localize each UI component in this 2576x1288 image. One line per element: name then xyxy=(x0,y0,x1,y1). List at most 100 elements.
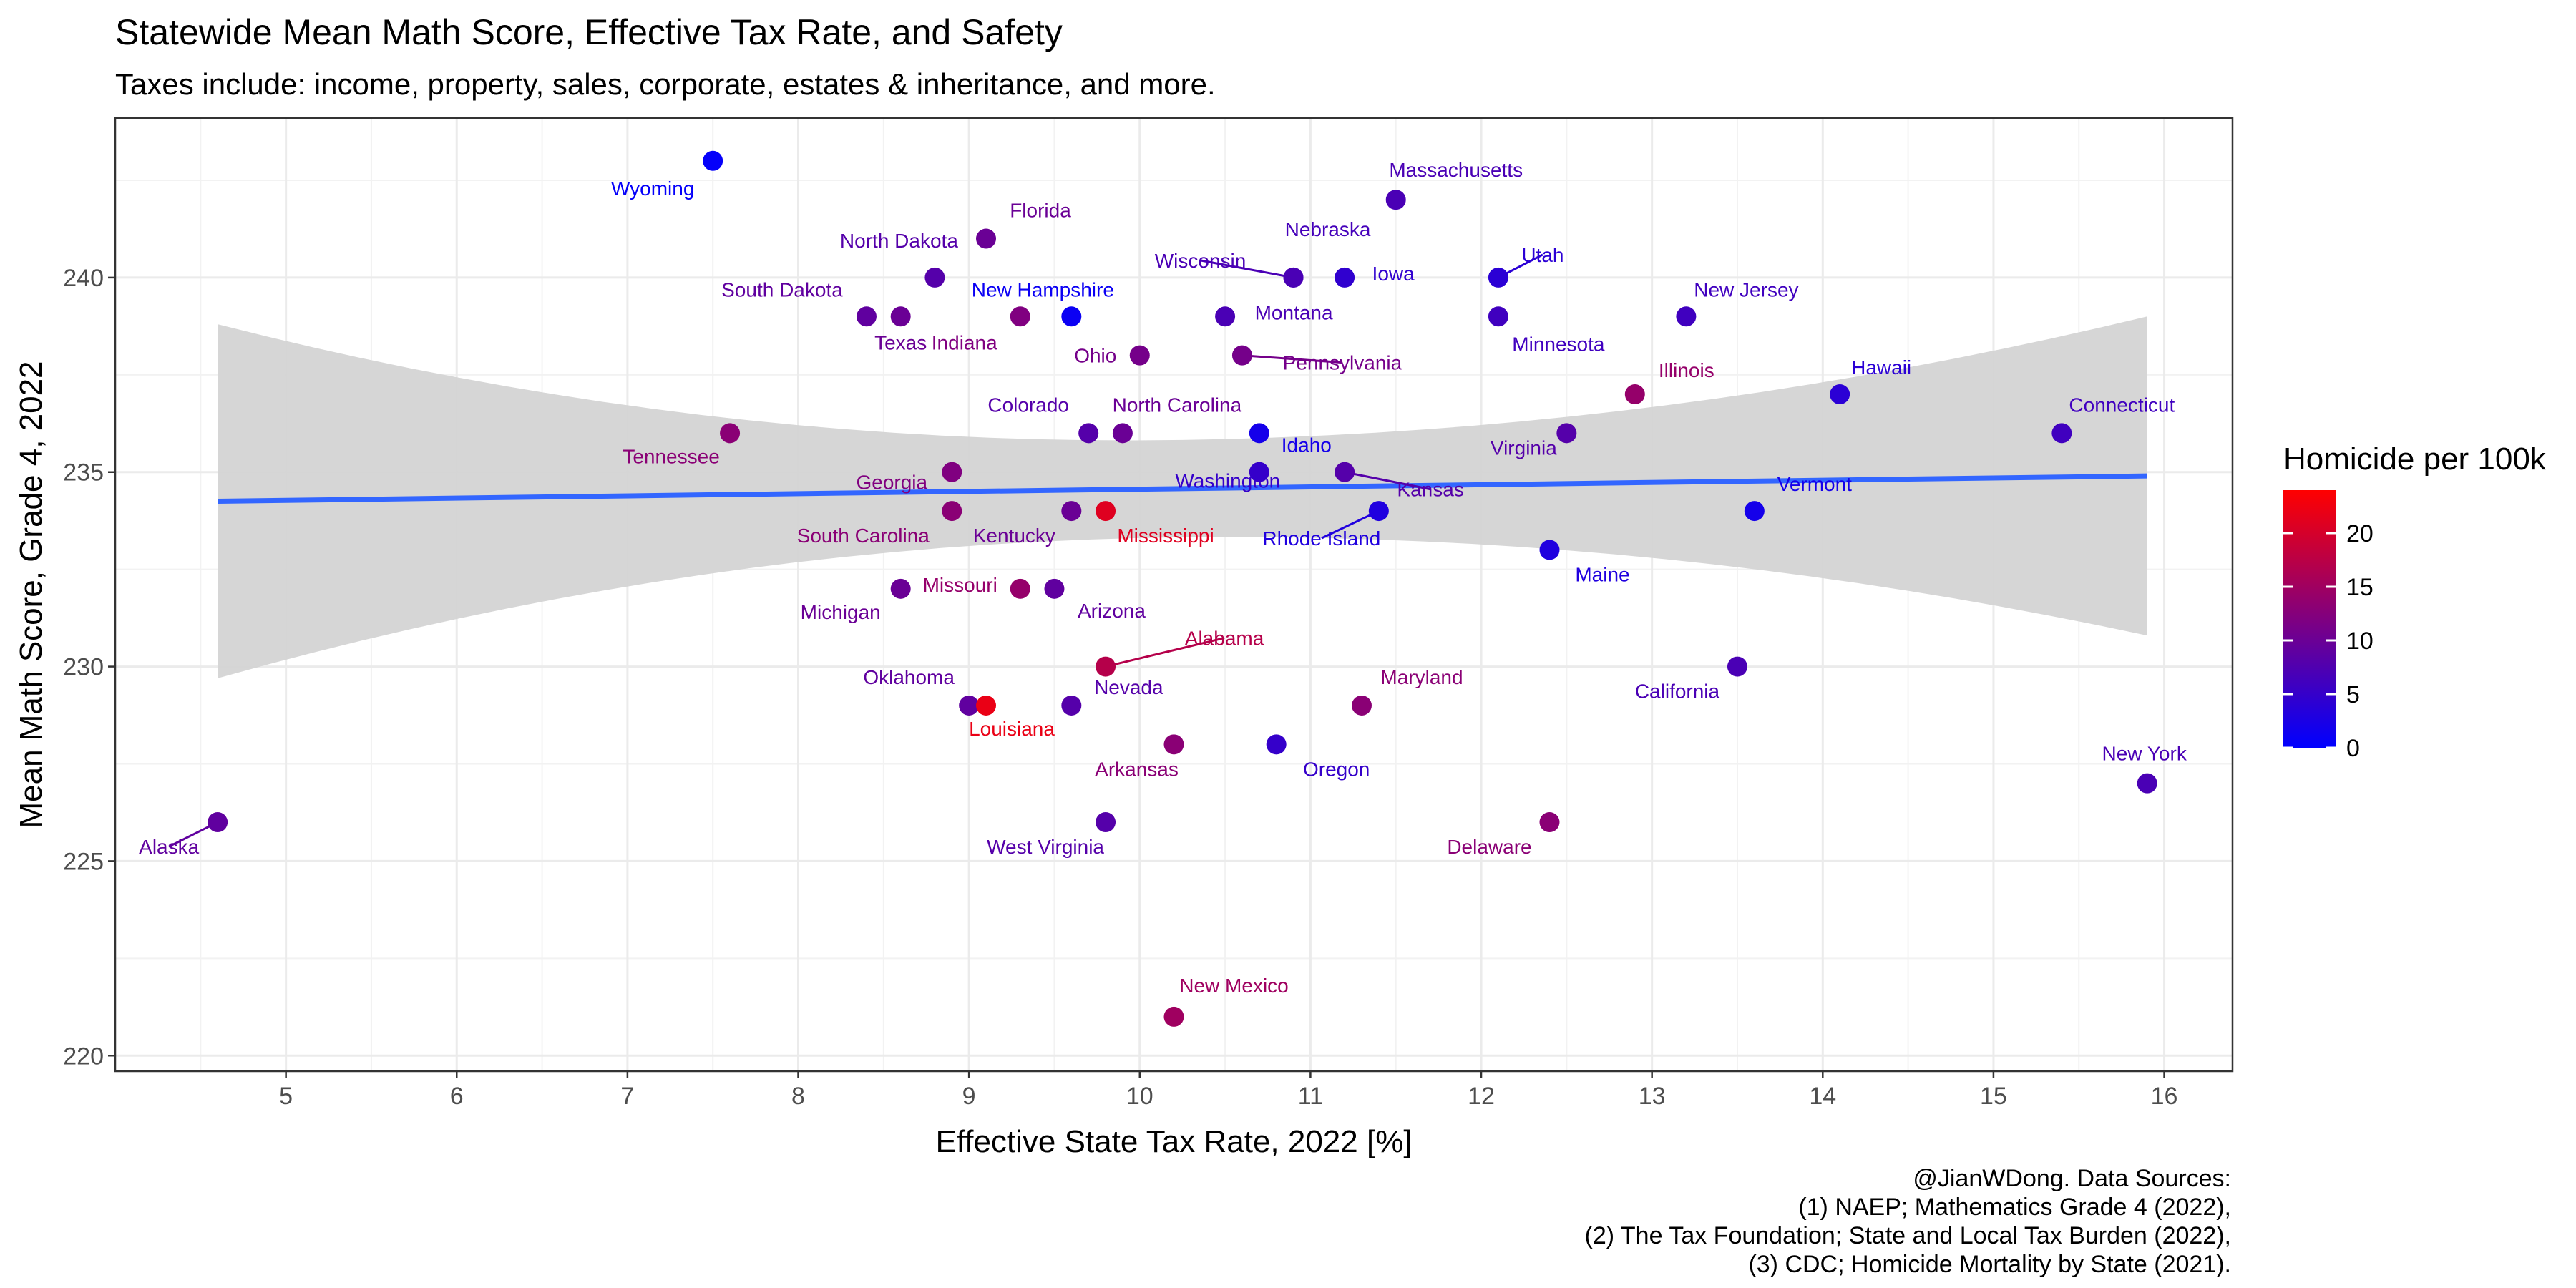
label-missouri: Missouri xyxy=(923,574,997,596)
point-south-carolina xyxy=(942,501,962,522)
point-wyoming xyxy=(703,150,723,171)
point-colorado xyxy=(1078,423,1099,444)
label-new-york: New York xyxy=(2102,743,2187,765)
x-tick-label: 14 xyxy=(1809,1083,1836,1110)
label-north-carolina: North Carolina xyxy=(1113,394,1242,416)
label-kentucky: Kentucky xyxy=(973,525,1055,547)
point-new-jersey xyxy=(1676,306,1697,327)
label-maryland: Maryland xyxy=(1380,666,1463,688)
point-pennsylvania xyxy=(1231,345,1252,366)
label-pennsylvania: Pennsylvania xyxy=(1283,352,1402,374)
point-new-hampshire xyxy=(1061,306,1082,327)
x-axis-ticks: 5 6 7 8 9 10 11 12 13 14 15 16 xyxy=(279,1071,2177,1110)
point-indiana xyxy=(1010,306,1030,327)
y-tick-label: 220 xyxy=(63,1043,104,1070)
label-california: California xyxy=(1635,680,1720,703)
legend-colorbar xyxy=(2283,490,2336,748)
point-oklahoma xyxy=(959,695,980,716)
label-rhode-island: Rhode Island xyxy=(1262,527,1380,550)
trend-line xyxy=(218,473,2147,504)
label-oklahoma: Oklahoma xyxy=(863,666,955,688)
point-alabama xyxy=(1096,656,1116,677)
point-nevada xyxy=(1061,695,1082,716)
color-legend: Homicide per 100k 0 5 10 15 20 xyxy=(2283,441,2547,762)
label-wisconsin: Wisconsin xyxy=(1155,250,1246,272)
point-rhode-island xyxy=(1368,501,1389,522)
label-colorado: Colorado xyxy=(987,394,1069,416)
label-indiana: Indiana xyxy=(932,331,997,353)
point-labels: Wyoming Massachusetts Florida North Dakota N… xyxy=(139,159,2187,997)
point-iowa xyxy=(1335,267,1355,288)
label-illinois: Illinois xyxy=(1659,359,1714,381)
leader-alabama xyxy=(1105,637,1225,668)
point-montana xyxy=(1215,306,1236,327)
point-delaware xyxy=(1539,812,1560,833)
legend-ticks: 0 5 10 15 20 xyxy=(2283,520,2373,762)
plot-border xyxy=(114,117,2234,1073)
point-oregon xyxy=(1266,734,1287,755)
caption-line: (1) NAEP; Mathematics Grade 4 (2022), xyxy=(1798,1194,2231,1221)
x-tick-label: 10 xyxy=(1126,1083,1153,1110)
point-missouri xyxy=(1010,578,1030,599)
legend-title: Homicide per 100k xyxy=(2283,441,2547,477)
point-georgia xyxy=(942,462,962,482)
label-arkansas: Arkansas xyxy=(1095,758,1179,780)
point-vermont xyxy=(1744,501,1765,522)
label-maine: Maine xyxy=(1575,563,1629,585)
label-nevada: Nevada xyxy=(1094,676,1163,698)
point-california xyxy=(1727,656,1747,677)
point-utah xyxy=(1488,267,1508,288)
caption-line: (2) The Tax Foundation; State and Local … xyxy=(1585,1222,2231,1249)
data-points xyxy=(208,150,2157,1027)
label-wyoming: Wyoming xyxy=(611,177,694,200)
y-tick-label: 230 xyxy=(63,654,104,681)
x-tick-label: 13 xyxy=(1639,1083,1666,1110)
chart-title: Statewide Mean Math Score, Effective Tax… xyxy=(115,12,1063,52)
point-massachusetts xyxy=(1385,190,1406,210)
label-south-carolina: South Carolina xyxy=(797,525,930,547)
label-south-dakota: South Dakota xyxy=(721,278,843,301)
point-south-dakota xyxy=(856,306,877,327)
label-iowa: Iowa xyxy=(1372,263,1415,285)
label-michigan: Michigan xyxy=(801,601,881,623)
x-tick-label: 12 xyxy=(1468,1083,1495,1110)
label-mississippi: Mississippi xyxy=(1117,525,1214,547)
point-alaska xyxy=(208,812,228,833)
point-florida xyxy=(976,228,997,249)
point-illinois xyxy=(1624,384,1645,405)
label-leaders xyxy=(168,253,1543,848)
label-alaska: Alaska xyxy=(139,836,199,858)
plot-area: Wyoming Massachusetts Florida North Dakota N… xyxy=(114,117,2234,1073)
point-mississippi xyxy=(1096,501,1116,522)
x-axis-label: Effective State Tax Rate, 2022 [%] xyxy=(935,1124,1412,1159)
label-arizona: Arizona xyxy=(1078,600,1146,622)
leader-pennsylvania xyxy=(1241,354,1343,364)
point-wisconsin xyxy=(1283,267,1304,288)
x-tick-label: 7 xyxy=(620,1083,634,1110)
label-new-mexico: New Mexico xyxy=(1179,975,1288,997)
label-alabama: Alabama xyxy=(1185,628,1264,650)
legend-tick-label: 20 xyxy=(2346,520,2373,547)
leader-wisconsin xyxy=(1200,259,1294,279)
point-tennessee xyxy=(720,423,741,444)
chart-subtitle: Taxes include: income, property, sales, … xyxy=(115,67,1216,101)
label-nebraska: Nebraska xyxy=(1285,218,1371,240)
point-new-york xyxy=(2137,773,2157,794)
point-west-virginia xyxy=(1096,812,1116,833)
label-texas: Texas xyxy=(874,331,927,353)
point-ohio xyxy=(1129,345,1150,366)
label-virginia: Virginia xyxy=(1491,436,1557,459)
label-oregon: Oregon xyxy=(1303,758,1370,780)
point-arkansas xyxy=(1163,734,1184,755)
label-vermont: Vermont xyxy=(1777,473,1852,495)
label-kansas: Kansas xyxy=(1397,479,1463,501)
label-connecticut: Connecticut xyxy=(2069,394,2175,416)
point-louisiana xyxy=(976,695,997,716)
caption-line: (3) CDC; Homicide Mortality by State (20… xyxy=(1748,1251,2231,1278)
point-north-dakota xyxy=(924,267,945,288)
x-tick-label: 11 xyxy=(1298,1083,1323,1110)
label-new-jersey: New Jersey xyxy=(1694,278,1798,301)
point-arizona xyxy=(1044,578,1065,599)
y-tick-label: 240 xyxy=(63,265,104,292)
x-tick-label: 16 xyxy=(2151,1083,2178,1110)
